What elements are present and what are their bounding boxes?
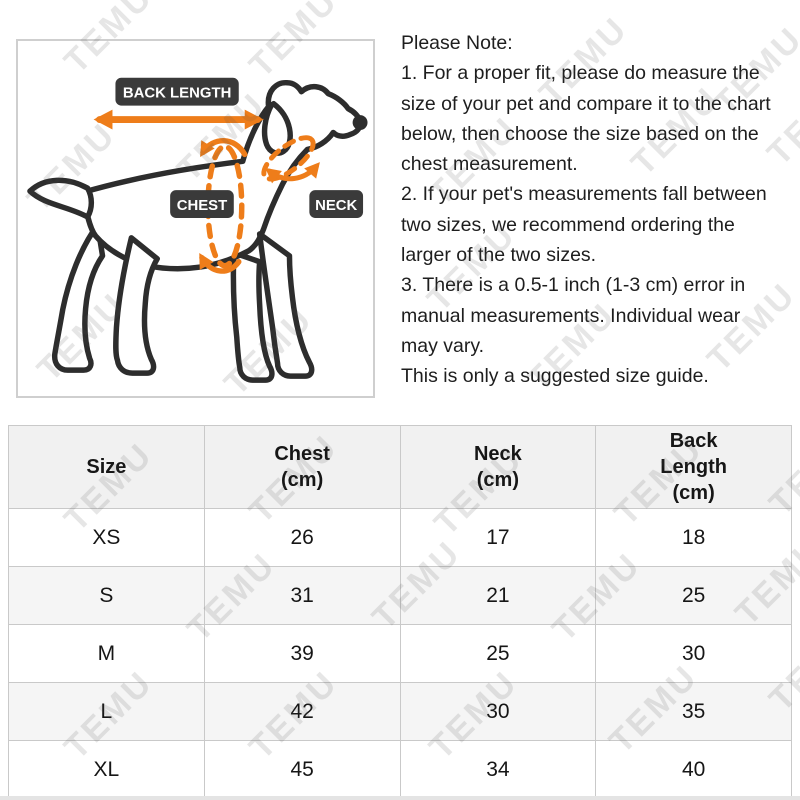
value-cell: 25 (595, 566, 792, 625)
size-cell: S (8, 566, 205, 625)
column-header: Back Length (cm) (595, 425, 792, 509)
value-cell: 30 (595, 624, 792, 683)
page-bottom-edge (0, 796, 800, 800)
value-cell: 42 (203, 682, 401, 741)
size-cell: XS (8, 508, 205, 567)
diagram-labels: BACK LENGTH CHEST NECK (115, 77, 364, 219)
value-cell: 21 (399, 566, 597, 625)
measurement-marks (93, 109, 320, 274)
dog-illustration (27, 80, 368, 383)
table-row: XS 26 17 18 (8, 508, 792, 567)
size-cell: L (8, 682, 205, 741)
size-cell: XL (8, 740, 205, 799)
neck-label: NECK (315, 198, 357, 214)
table-row: M 39 25 30 (8, 624, 792, 683)
table-body: XS 26 17 18 S 31 21 25 M 39 25 30 L 42 30 35 XL 45 34 40 (8, 508, 792, 799)
value-cell: 31 (203, 566, 401, 625)
back-length-label: BACK LENGTH (123, 86, 231, 102)
size-cell: M (8, 624, 205, 683)
neck-label-box (309, 190, 364, 219)
value-cell: 25 (399, 624, 597, 683)
table-row: XL 45 34 40 (8, 740, 792, 799)
column-header: Size (8, 425, 205, 509)
note-block: Please Note: 1. For a proper fit, please… (401, 28, 799, 392)
dog-nose (352, 115, 368, 130)
value-cell: 45 (203, 740, 401, 799)
chest-label-box (170, 190, 234, 219)
value-cell: 35 (595, 682, 792, 741)
table-row: L 42 30 35 (8, 682, 792, 741)
chest-arrow-top (200, 137, 248, 158)
note-title: Please Note: (401, 32, 513, 54)
chest-label: CHEST (177, 198, 228, 214)
neck-arrow (265, 162, 320, 184)
measurement-diagram-box: BACK LENGTH CHEST NECK (16, 39, 375, 398)
value-cell: 18 (595, 508, 792, 567)
dog-measurement-diagram: BACK LENGTH CHEST NECK (27, 77, 368, 383)
column-header: Chest (cm) (203, 425, 401, 509)
back-length-label-box (115, 77, 239, 106)
value-cell: 39 (203, 624, 401, 683)
header-row: Size Chest (cm) Neck (cm) Back Length (cm) (8, 425, 792, 509)
value-cell: 34 (399, 740, 597, 799)
column-header: Neck (cm) (399, 425, 597, 509)
value-cell: 26 (203, 508, 401, 567)
table-row: S 31 21 25 (8, 566, 792, 625)
chest-arrow-bottom (199, 252, 242, 274)
value-cell: 17 (399, 508, 597, 567)
size-table: Size Chest (cm) Neck (cm) Back Length (cm) … (8, 425, 792, 799)
value-cell: 30 (399, 682, 597, 741)
note-body: 1. For a proper fit, please do measure t… (401, 62, 771, 388)
value-cell: 40 (595, 740, 792, 799)
